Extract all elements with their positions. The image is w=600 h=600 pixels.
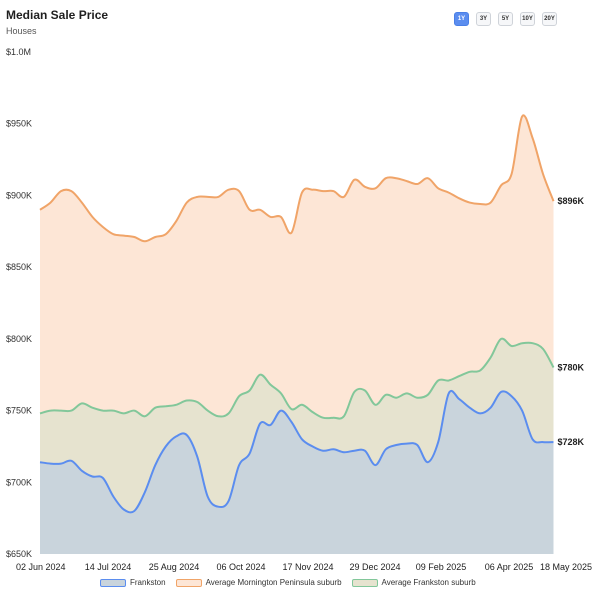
y-tick-label: $1.0M <box>6 47 31 57</box>
range-button-1y[interactable]: 1Y <box>454 12 469 26</box>
y-tick-label: $750K <box>6 406 32 416</box>
legend-label-frankston-avg: Average Frankston suburb <box>381 578 476 587</box>
x-tick-label: 29 Dec 2024 <box>349 562 400 572</box>
x-tick-label: 17 Nov 2024 <box>282 562 333 572</box>
legend-item-frankston-avg[interactable]: Average Frankston suburb <box>351 578 476 587</box>
range-button-5y[interactable]: 5Y <box>498 12 513 26</box>
x-tick-label: 25 Aug 2024 <box>149 562 200 572</box>
line-frankston-avg[interactable] <box>39 337 555 420</box>
chart-subtitle: Houses <box>6 26 37 36</box>
x-tick-label: 06 Apr 2025 <box>485 562 534 572</box>
y-tick-label: $850K <box>6 262 32 272</box>
y-tick-label: $800K <box>6 334 32 344</box>
line-frankston[interactable] <box>39 389 554 514</box>
chart-lines <box>39 114 555 514</box>
range-button-10y[interactable]: 10Y <box>520 12 535 26</box>
chart-title: Median Sale Price <box>6 8 109 22</box>
end-label-frankston: $728K <box>558 437 585 447</box>
legend-item-mornington[interactable]: Average Mornington Peninsula suburb <box>175 578 342 587</box>
x-tick-label: 18 May 2025 <box>540 562 592 572</box>
x-tick-label: 06 Oct 2024 <box>216 562 265 572</box>
x-tick-label: 09 Feb 2025 <box>416 562 467 572</box>
y-tick-label: $950K <box>6 119 32 129</box>
range-selector: 1Y 3Y 5Y 10Y 20Y <box>454 12 557 26</box>
chart-areas <box>40 115 554 555</box>
end-labels: $896K $780K $728K <box>558 196 585 447</box>
area-frankston <box>40 390 554 554</box>
x-axis: 02 Jun 2024 14 Jul 2024 25 Aug 2024 06 Oct … <box>16 562 592 572</box>
legend-item-frankston[interactable]: Frankston <box>100 578 166 587</box>
end-label-mornington: $896K <box>558 196 585 206</box>
x-tick-label: 02 Jun 2024 <box>16 562 66 572</box>
y-tick-label: $900K <box>6 190 32 200</box>
y-tick-label: $700K <box>6 477 32 487</box>
legend-swatch-mornington <box>175 578 202 587</box>
legend-label-frankston: Frankston <box>130 578 166 587</box>
legend: Frankston Average Mornington Peninsula s… <box>100 578 476 587</box>
legend-label-mornington: Average Mornington Peninsula suburb <box>205 578 342 587</box>
end-label-frankston-avg: $780K <box>558 363 585 373</box>
range-button-20y[interactable]: 20Y <box>542 12 557 26</box>
y-tick-label: $650K <box>6 549 32 559</box>
x-tick-label: 14 Jul 2024 <box>85 562 132 572</box>
y-axis: $650K $700K $750K $800K $850K $900K $950K $1.0M <box>6 47 32 559</box>
range-button-3y[interactable]: 3Y <box>476 12 491 26</box>
legend-swatch-frankston-avg <box>351 578 378 587</box>
line-mornington[interactable] <box>39 114 555 243</box>
legend-swatch-frankston <box>100 578 126 587</box>
